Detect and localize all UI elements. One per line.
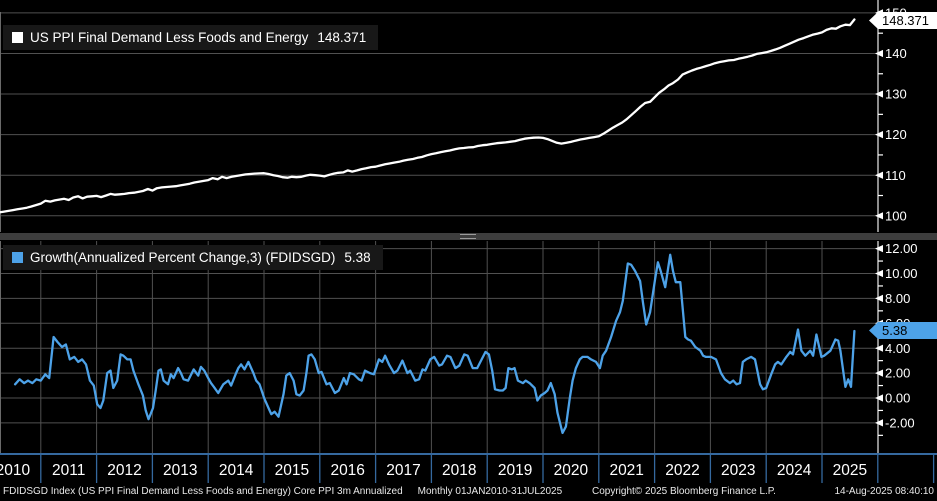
legend-top-value: 148.371 [317,30,367,45]
year-label-2022: 2022 [665,462,700,479]
index-series-swatch [12,32,23,43]
axis-tick-arrow [875,419,883,427]
axis-tick-label: 10.00 [885,266,918,281]
year-label-2016: 2016 [330,462,365,479]
year-label-2010: 2010 [0,462,31,479]
axis-tick-label: 110 [885,168,906,183]
year-label-2019: 2019 [497,462,533,479]
axis-tick-arrow [875,344,883,352]
year-label-2020: 2020 [553,462,589,479]
legend-bottom-series[interactable]: Growth(Annualized Percent Change,3) (FDI… [3,245,383,270]
legend-top-series[interactable]: US PPI Final Demand Less Foods and Energ… [3,25,379,50]
year-label-2025: 2025 [832,462,868,479]
axis-tick-label: -2.00 [885,416,915,431]
year-label-2018: 2018 [442,462,477,479]
footer-copyright: Copyright© 2025 Bloomberg Finance L.P. [592,486,776,497]
index-line-series [0,18,856,214]
axis-tick-label: 0.00 [885,391,910,406]
panel-divider [0,233,937,240]
axis-tick-arrow [875,90,883,98]
x-axis-year-labels: 2010 2011 2012 2013 2014 2015 2016 2017 2018 2019… [0,460,937,482]
axis-tick-arrow [875,49,883,58]
axis-tick-arrow [875,394,883,402]
axis-tick-arrow [875,212,883,220]
year-label-2023: 2023 [721,462,756,479]
axis-tick-arrow [875,245,883,253]
year-label-2013: 2013 [163,462,198,479]
chart-plot-area[interactable]: 100110120130140150-2.000.002.004.006.008… [0,0,937,484]
year-label-2014: 2014 [218,462,254,479]
axis-tick-label: 4.00 [885,341,910,356]
legend-bottom-label: Growth(Annualized Percent Change,3) (FDI… [30,250,336,265]
axis-tick-label: 12.00 [885,241,918,256]
last-value-tag-growth: 5.38 [869,322,937,339]
footer-security-description: FDIDSGD Index (US PPI Final Demand Less … [3,486,403,497]
legend-top-label: US PPI Final Demand Less Foods and Energ… [30,30,309,45]
axis-tick-arrow [875,369,883,377]
year-label-2015: 2015 [274,462,310,479]
footer-timestamp: 14-Aug-2025 08:40:10 [834,486,934,497]
axis-tick-label: 140 [885,46,907,61]
year-label-2021: 2021 [609,462,644,479]
year-label-2024: 2024 [776,462,812,479]
footer-date-range: Monthly 01JAN2010-31JUL2025 [417,486,563,497]
axis-tick-arrow [875,131,883,139]
axis-tick-label: 100 [885,208,907,223]
panel-divider-drag-handle[interactable] [460,234,476,239]
axis-tick-arrow [875,269,883,278]
axis-tick-arrow [875,294,883,302]
axis-tick-label: 130 [885,87,907,102]
axis-tick-label: 120 [885,127,907,142]
legend-bottom-value: 5.38 [344,250,371,265]
year-label-2017: 2017 [386,462,421,479]
axis-tick-arrow [875,171,883,179]
footer-bar: FDIDSGD Index (US PPI Final Demand Less … [0,484,937,501]
year-label-2012: 2012 [107,462,142,479]
axis-tick-label: 2.00 [885,366,910,381]
year-label-2011: 2011 [52,462,86,479]
growth-series-swatch [12,252,23,263]
axis-tick-label: 8.00 [885,291,910,306]
last-value-tag-index: 148.371 [869,12,937,29]
growth-line-series [13,253,856,435]
